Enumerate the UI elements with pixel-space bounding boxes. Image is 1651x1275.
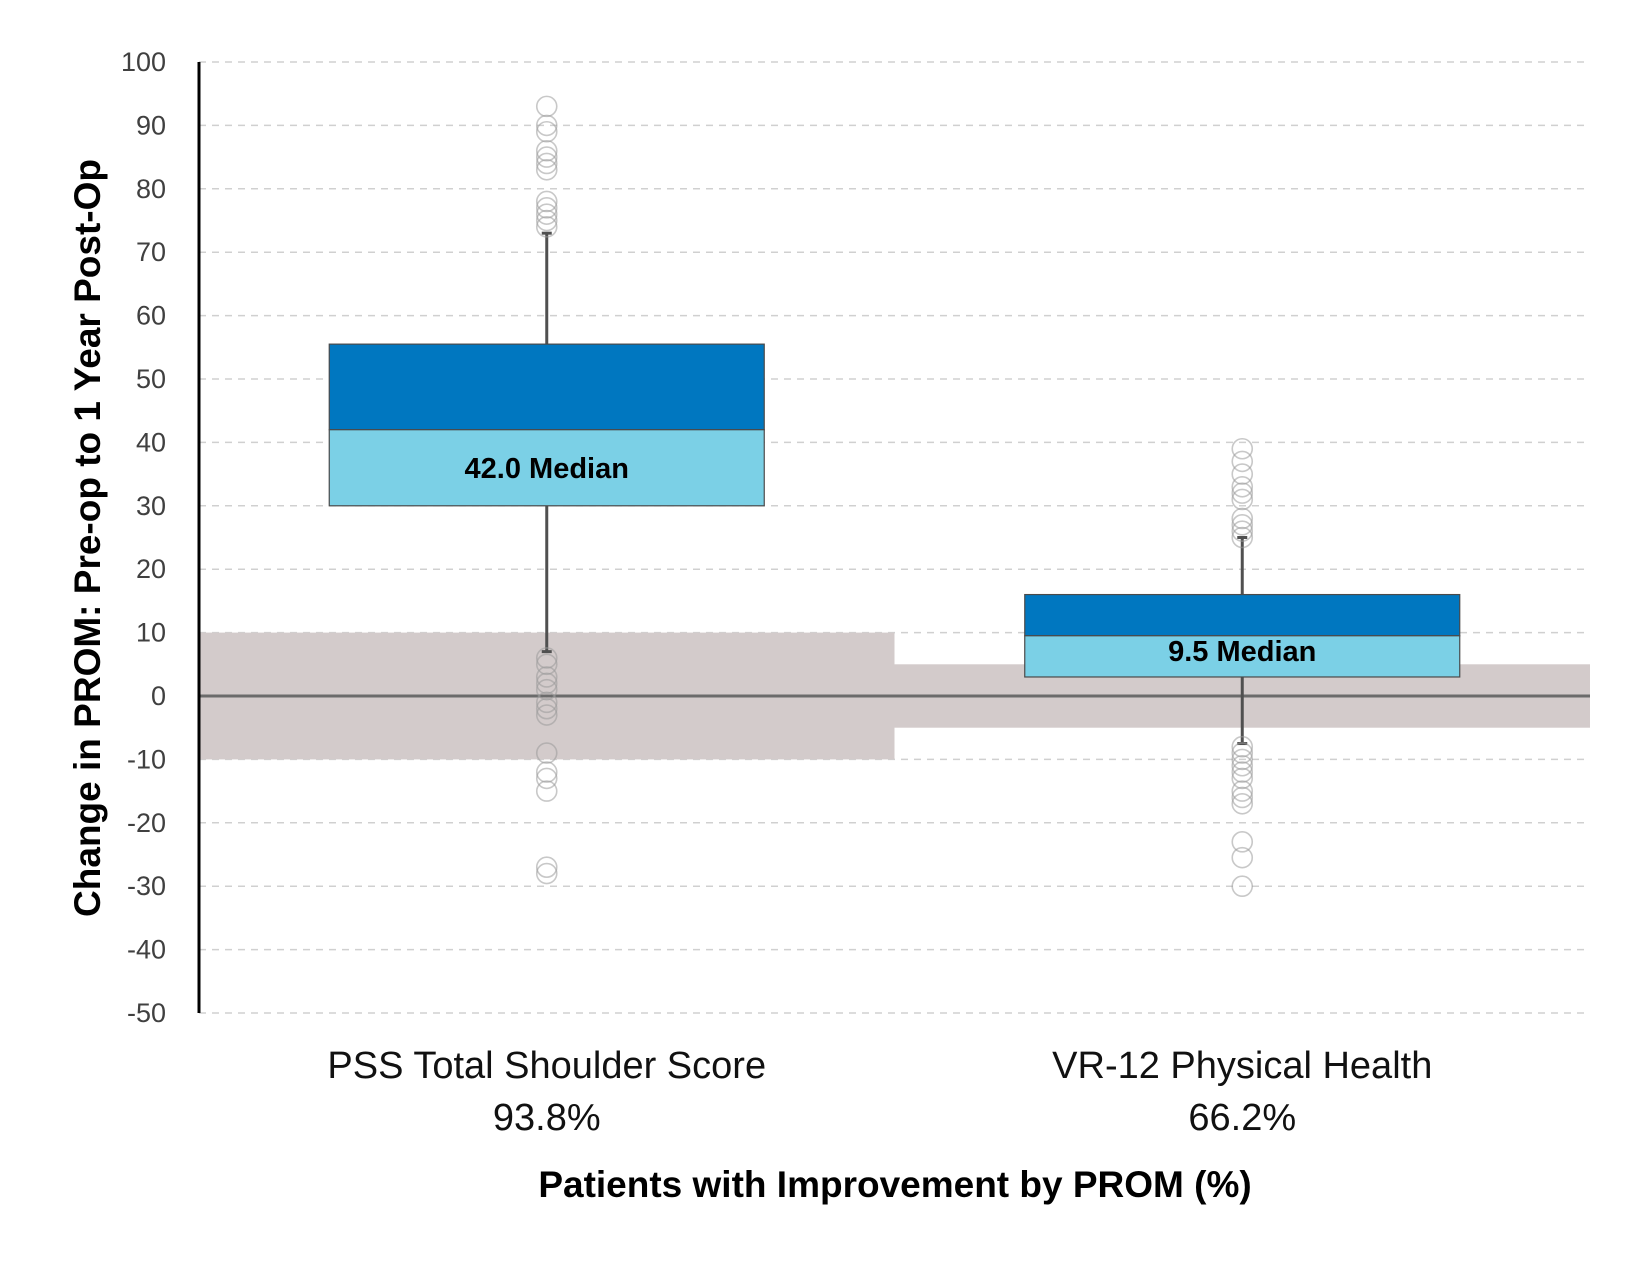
outlier-point — [1231, 475, 1254, 498]
outlier-point — [535, 767, 558, 790]
category-label: VR-12 Physical Health — [1052, 1045, 1432, 1087]
outlier-point — [535, 697, 558, 720]
outlier-point — [535, 120, 558, 143]
outlier-point — [535, 742, 558, 764]
category-percent-label: 66.2% — [1188, 1097, 1296, 1139]
outlier-point — [535, 216, 558, 238]
box-upper-quartile — [328, 343, 765, 431]
y-tick-label: 70 — [136, 237, 166, 267]
outlier-point — [535, 152, 558, 175]
outlier-point — [535, 761, 558, 783]
outlier-point — [1231, 754, 1254, 777]
y-tick-label: 60 — [136, 301, 166, 331]
outlier-point — [1231, 767, 1254, 790]
outlier-point — [535, 704, 558, 726]
median-label: 9.5 Median — [1168, 636, 1316, 668]
outlier-point — [1231, 488, 1254, 511]
category-percent-label: 93.8% — [493, 1097, 601, 1139]
outlier-point — [1231, 450, 1254, 473]
y-tick-label: 0 — [151, 681, 166, 711]
outlier-point — [535, 95, 558, 118]
category-label: PSS Total Shoulder Score — [327, 1045, 766, 1087]
outlier-point — [535, 691, 558, 714]
y-tick-label: 20 — [136, 554, 166, 584]
y-axis-title: Change in PROM: Pre-op to 1 Year Post-Op — [67, 159, 108, 917]
outlier-point — [535, 666, 558, 688]
median-label: 42.0 Median — [465, 453, 629, 485]
outlier-point — [535, 203, 558, 225]
outlier-point — [1231, 875, 1254, 898]
outlier-point — [535, 197, 558, 219]
outlier-point — [1231, 437, 1254, 460]
outlier-point — [535, 114, 558, 137]
y-tick-label: 10 — [136, 618, 166, 648]
outlier-point — [1231, 526, 1254, 549]
outlier-point — [535, 209, 558, 232]
outlier-point — [1231, 742, 1254, 764]
outlier-point — [535, 190, 558, 213]
outlier-point — [1231, 482, 1254, 504]
box-lower-quartile — [1024, 635, 1461, 678]
outlier-point — [1231, 792, 1254, 815]
outlier-point — [535, 672, 558, 695]
outlier-point — [1231, 831, 1254, 853]
outliers — [535, 95, 1254, 898]
x-axis-title: Patients with Improvement by PROM (%) — [538, 1164, 1251, 1205]
y-tick-label: 100 — [121, 47, 166, 77]
outlier-point — [535, 139, 558, 162]
y-tick-label: 50 — [136, 364, 166, 394]
outlier-point — [1231, 507, 1254, 530]
outlier-point — [1231, 780, 1254, 802]
box-upper-quartile — [1024, 593, 1461, 637]
y-tick-label: -40 — [127, 935, 166, 965]
outlier-point — [535, 862, 558, 885]
outlier-point — [1231, 846, 1254, 869]
outlier-point — [535, 647, 558, 669]
outlier-point — [535, 780, 558, 802]
y-tick-label: 80 — [136, 174, 166, 204]
boxes — [328, 343, 1461, 678]
outlier-point — [1231, 520, 1254, 542]
outlier-point — [535, 678, 558, 701]
y-tick-label: -50 — [127, 998, 166, 1028]
outlier-point — [1231, 514, 1254, 536]
outlier-point — [1231, 786, 1254, 809]
y-tick-label: -10 — [127, 744, 166, 774]
outlier-point — [535, 856, 558, 878]
outlier-point — [535, 146, 558, 168]
y-tick-label: -20 — [127, 808, 166, 838]
outlier-point — [535, 158, 558, 181]
y-tick-label: -30 — [127, 871, 166, 901]
y-tick-label: 40 — [136, 427, 166, 457]
gridlines — [199, 61, 1590, 1014]
y-tick-label: 90 — [136, 110, 166, 140]
labels: 1009080706050403020100-10-20-30-40-5042.… — [121, 47, 1432, 1139]
outlier-point — [1231, 463, 1254, 485]
y-tick-label: 30 — [136, 491, 166, 521]
outlier-point — [535, 653, 558, 676]
outlier-point — [1231, 735, 1254, 758]
outlier-point — [1231, 761, 1254, 783]
box-lower-quartile — [328, 429, 765, 507]
outlier-point — [1231, 748, 1254, 771]
